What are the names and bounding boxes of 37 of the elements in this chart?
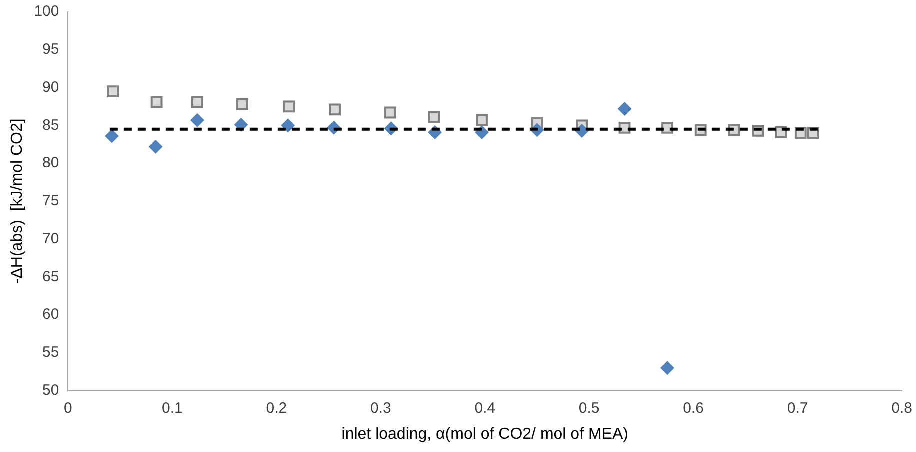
point [384,106,396,119]
point [329,104,341,116]
y-tick-label: 90 [42,78,60,96]
point [618,102,632,116]
y-tick-label: 95 [42,41,60,58]
x-axis-title: inlet loading, α(mol of CO2/ mol of MEA) [342,426,628,443]
y-tick-label: 70 [42,230,60,248]
point [236,98,248,110]
x-tick-label: 0 [64,400,72,417]
y-tick-label: 60 [42,306,60,324]
point [660,361,674,376]
y-tick-label: 55 [42,344,60,362]
y-tick-label: 65 [42,268,60,286]
y-tick-label: 80 [42,154,60,172]
y-tick-label: 75 [42,192,60,210]
y-tick-label: 85 [42,116,60,134]
point [281,118,296,133]
point [148,140,163,154]
x-tick-label: 0.5 [578,400,600,417]
point [192,96,204,108]
x-tick-label: 0.1 [162,400,183,417]
x-tick-label: 0.7 [787,400,808,417]
x-tick-label: 0.6 [683,400,704,417]
point [476,114,488,126]
point [150,96,163,108]
point [190,113,204,128]
x-tick-label: 0.3 [370,400,392,417]
y-tick-label: 50 [42,382,60,399]
point [428,111,440,124]
point [107,86,119,98]
point [283,100,296,113]
y-axis-title: -ΔH(abs) [kJ/mol CO2] [9,118,26,284]
y-tick-label: 100 [34,3,60,20]
point [105,129,119,144]
x-tick-label: 0.8 [892,400,912,417]
x-tick-label: 0.4 [474,400,496,417]
x-tick-label: 0.2 [266,400,288,417]
